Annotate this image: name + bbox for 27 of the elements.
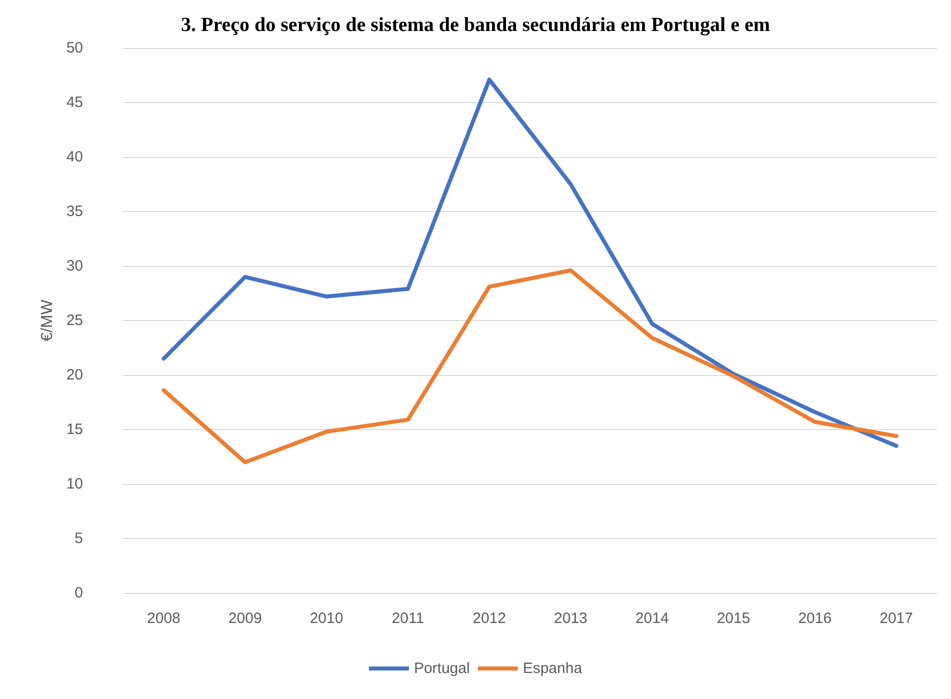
y-tick-label: 45 [66, 94, 83, 111]
y-tick-label: 0 [74, 584, 83, 602]
y-tick-label: 5 [74, 530, 83, 547]
y-tick-label: 20 [66, 366, 83, 384]
x-tick-label: 2010 [310, 610, 344, 627]
y-axis-title: €/MW [38, 298, 56, 342]
line-series [162, 268, 898, 464]
y-tick-label: 50 [66, 40, 83, 56]
x-tick-label: 2008 [147, 610, 180, 627]
x-tick-label: 2012 [472, 610, 506, 627]
x-tick-label: 2016 [798, 610, 832, 627]
x-tick-label: 2009 [228, 610, 262, 627]
legend-label: Portugal [414, 660, 470, 677]
x-tick-label: 2015 [716, 610, 750, 627]
y-tick-label: 40 [66, 148, 83, 166]
x-tick-label: 2014 [635, 610, 669, 627]
y-tick-label: 30 [66, 258, 83, 274]
x-tick-label: 2013 [554, 610, 588, 627]
y-tick-label: 25 [66, 312, 83, 329]
legend-label: Espanha [522, 660, 583, 677]
chart-title: 3. Preço do serviço de sistema de banda secundária em Portugal e em [181, 14, 770, 36]
x-tick-label: 2011 [392, 610, 424, 627]
x-tick-label: 2017 [880, 610, 913, 627]
y-tick-label: 15 [66, 421, 83, 438]
y-tick-label: 10 [66, 476, 83, 492]
line-series [162, 78, 898, 448]
y-tick-label: 35 [66, 203, 83, 220]
